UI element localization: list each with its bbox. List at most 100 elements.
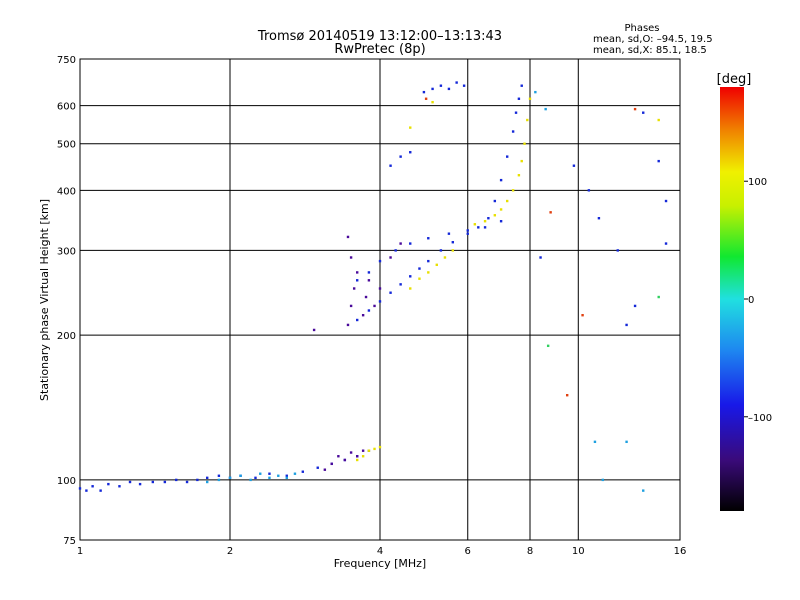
data-point	[343, 458, 347, 462]
x-tick-label: 4	[377, 546, 383, 557]
data-point	[399, 283, 402, 286]
data-point	[355, 279, 359, 282]
data-point	[493, 214, 497, 217]
data-point	[361, 455, 365, 458]
data-point	[451, 241, 455, 244]
data-point	[616, 249, 619, 252]
data-point	[587, 189, 591, 192]
data-point	[78, 487, 82, 490]
data-point	[259, 472, 262, 475]
data-point	[301, 470, 305, 473]
data-point	[424, 97, 428, 100]
data-point	[418, 267, 421, 270]
x-tick-label: 8	[527, 546, 533, 557]
data-point	[346, 323, 350, 327]
x-ticks: 1 2 4 6 8 10 16	[77, 546, 687, 557]
data-point	[526, 118, 529, 122]
x-tick-label: 16	[674, 546, 687, 557]
data-point	[312, 328, 316, 332]
data-point	[337, 455, 340, 458]
data-point	[549, 211, 552, 214]
data-point	[239, 474, 242, 477]
data-point	[373, 304, 376, 308]
data-point	[285, 476, 288, 480]
data-point	[228, 476, 232, 480]
x-tick-label: 2	[227, 546, 233, 557]
data-point	[349, 304, 353, 308]
data-point	[323, 468, 327, 471]
data-point	[528, 97, 532, 100]
data-point	[163, 480, 167, 484]
data-point	[355, 271, 359, 274]
grid-lines	[80, 59, 680, 540]
data-point	[427, 237, 430, 240]
data-point	[364, 295, 368, 299]
data-point	[367, 449, 371, 452]
data-point	[409, 151, 412, 154]
y-tick-label: 600	[57, 102, 76, 113]
data-point	[316, 466, 319, 469]
data-point	[517, 97, 521, 100]
data-point	[399, 242, 402, 245]
data-point	[254, 476, 257, 480]
data-point	[493, 199, 497, 203]
colorbar-tick-label: 100	[748, 177, 767, 188]
data-point	[447, 87, 451, 91]
data-point	[399, 155, 402, 158]
data-point	[544, 107, 547, 111]
data-point	[268, 472, 271, 475]
data-point	[477, 226, 480, 229]
data-point	[439, 84, 443, 87]
data-point	[352, 287, 356, 290]
data-point	[657, 295, 660, 299]
data-point	[293, 472, 297, 475]
data-point	[514, 111, 518, 114]
data-point	[657, 159, 660, 163]
data-point	[185, 480, 189, 484]
stats-line-o: mean, sd,O: –94.5, 19.5	[593, 34, 713, 45]
data-point	[483, 220, 487, 223]
data-point	[439, 249, 443, 252]
data-point	[268, 476, 271, 480]
chart-title: Tromsø 20140519 13:12:00–13:13:43	[257, 29, 502, 44]
chart-subtitle: RwPretec (8p)	[334, 42, 425, 57]
data-point	[534, 90, 537, 94]
data-point	[625, 440, 628, 444]
y-tick-label: 400	[57, 186, 76, 197]
y-axis-label: Stationary phase Virtual Height [km]	[38, 199, 51, 401]
data-point	[539, 256, 542, 259]
data-point	[378, 300, 382, 303]
stats-title: Phases	[624, 23, 659, 34]
data-point	[546, 344, 550, 348]
data-point	[378, 287, 382, 290]
colorbar-tick-label: 0	[748, 295, 754, 306]
y-tick-label: 300	[57, 246, 76, 257]
data-point	[517, 174, 521, 177]
data-point	[431, 87, 434, 91]
data-point	[378, 445, 382, 449]
data-point	[466, 232, 469, 235]
data-point	[473, 223, 477, 226]
data-point	[389, 256, 392, 259]
data-point	[330, 462, 333, 466]
data-point	[389, 291, 392, 294]
data-point	[427, 271, 430, 274]
data-point	[642, 489, 645, 492]
data-point	[427, 259, 430, 263]
data-point	[443, 256, 447, 259]
colorbar-ticks: 100 0 –100	[744, 177, 772, 424]
data-point	[249, 478, 252, 482]
data-point	[601, 478, 605, 482]
data-point	[217, 478, 221, 482]
data-point	[349, 256, 353, 259]
data-point	[394, 249, 397, 252]
y-ticks: 75 100 200 300 400 500 600 750	[57, 55, 76, 547]
data-point	[447, 232, 451, 235]
data-point	[389, 164, 392, 167]
data-point	[520, 159, 523, 163]
y-tick-label: 75	[63, 536, 76, 547]
data-point	[633, 304, 637, 308]
data-point	[409, 126, 412, 129]
data-point	[625, 323, 628, 327]
data-point	[565, 394, 569, 397]
